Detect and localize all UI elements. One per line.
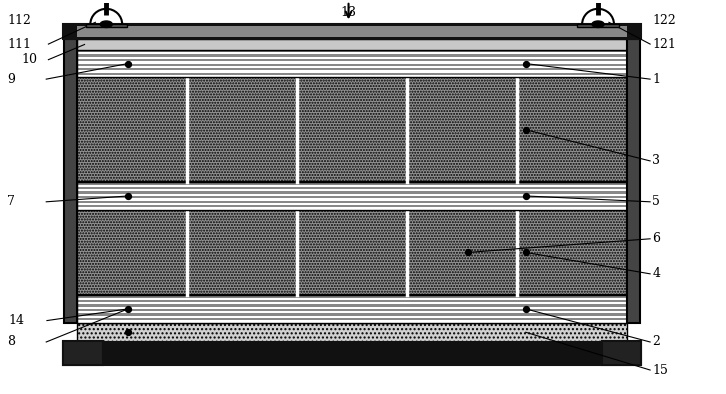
Bar (602, 341, 642, 365)
Bar (78, 207, 627, 210)
Text: 1: 1 (652, 72, 660, 85)
Bar (78, 311, 627, 314)
Bar (78, 205, 627, 207)
Bar (78, 61, 627, 63)
Bar (78, 201, 627, 203)
Text: 2: 2 (652, 335, 660, 348)
Point (122, 60, 134, 67)
Point (122, 329, 134, 335)
Text: 9: 9 (7, 72, 15, 85)
Point (520, 249, 531, 256)
Point (462, 249, 473, 256)
Bar (78, 320, 627, 323)
Bar (78, 323, 627, 342)
Bar (78, 66, 627, 68)
Text: 6: 6 (652, 232, 660, 245)
Circle shape (100, 21, 113, 28)
Bar (78, 63, 627, 66)
Bar (78, 52, 627, 54)
Text: 3: 3 (652, 154, 660, 167)
Bar (78, 182, 627, 210)
Bar (78, 194, 627, 196)
Bar (78, 189, 627, 191)
Text: 122: 122 (652, 14, 676, 27)
Text: 112: 112 (7, 14, 31, 27)
Bar (78, 68, 627, 71)
Bar (78, 300, 627, 302)
Bar (78, 196, 627, 198)
Bar (78, 198, 627, 201)
Point (520, 306, 531, 312)
Text: 4: 4 (652, 268, 660, 281)
Bar (627, 39, 640, 323)
Circle shape (592, 21, 604, 28)
Bar (78, 71, 627, 72)
Bar (78, 77, 627, 182)
Bar (78, 210, 627, 295)
Bar (78, 26, 627, 37)
Text: 8: 8 (7, 335, 15, 348)
Bar (78, 50, 627, 52)
Bar (78, 318, 627, 320)
Bar (86, 24, 127, 27)
Text: 7: 7 (7, 195, 15, 208)
Bar (577, 24, 619, 27)
Bar (65, 39, 78, 323)
Text: 10: 10 (22, 53, 38, 66)
Bar (78, 57, 627, 59)
Bar (63, 341, 102, 365)
Point (520, 193, 531, 199)
Text: 13: 13 (340, 6, 356, 19)
Bar (78, 203, 627, 205)
Text: 15: 15 (652, 364, 668, 377)
Bar (78, 316, 627, 318)
Bar (78, 304, 627, 307)
Bar (78, 182, 627, 185)
Bar (78, 75, 627, 77)
Bar (78, 72, 627, 75)
Bar (78, 307, 627, 309)
Bar (78, 187, 627, 189)
Bar (78, 309, 627, 311)
Text: 121: 121 (652, 37, 676, 50)
Bar (78, 302, 627, 304)
Bar (78, 295, 627, 323)
Text: 14: 14 (9, 314, 25, 327)
Bar (78, 50, 627, 77)
Bar (63, 24, 642, 39)
Bar (78, 297, 627, 300)
Point (122, 193, 134, 199)
Point (122, 306, 134, 312)
Bar (78, 39, 627, 50)
Point (520, 60, 531, 67)
Bar (78, 295, 627, 297)
Bar (78, 59, 627, 61)
Text: 5: 5 (652, 195, 660, 208)
Bar (78, 314, 627, 316)
Bar (63, 342, 642, 365)
Text: 111: 111 (7, 37, 31, 50)
Bar (78, 54, 627, 57)
Point (520, 126, 531, 133)
Bar (78, 191, 627, 194)
Bar (78, 185, 627, 187)
